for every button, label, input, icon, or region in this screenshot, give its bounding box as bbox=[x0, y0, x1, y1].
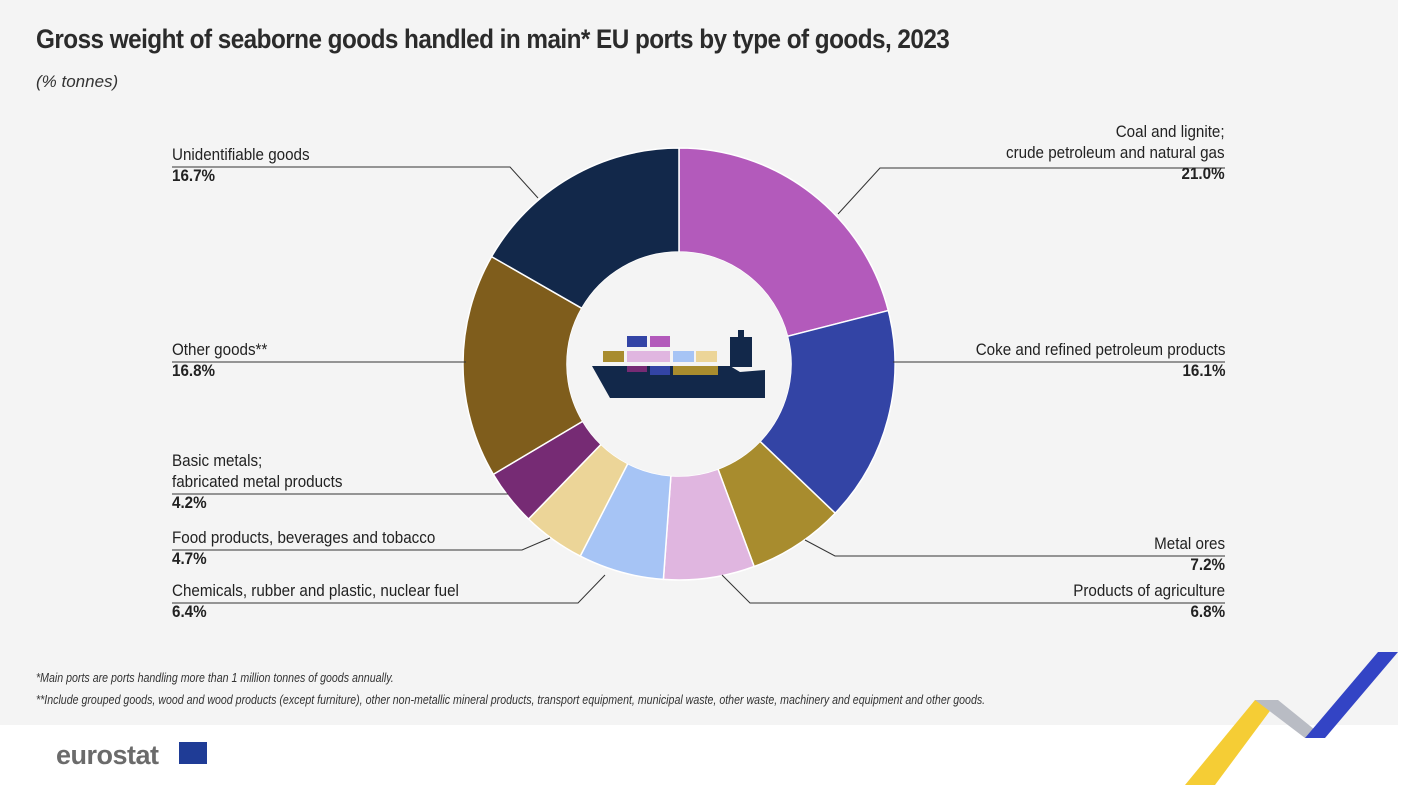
slice-label-text: Products of agriculture bbox=[1073, 582, 1225, 600]
slice-value: 4.2% bbox=[172, 494, 207, 512]
leader-line bbox=[837, 167, 1225, 215]
slice-label: Basic metals; fabricated metal products 4.… bbox=[172, 451, 342, 514]
eurostat-logo: eurostat bbox=[56, 740, 159, 770]
slice-label: Chemicals, rubber and plastic, nuclear f… bbox=[172, 581, 459, 623]
donut-hole bbox=[567, 252, 791, 476]
slice-label: Food products, beverages and tobacco 4.7% bbox=[172, 528, 435, 570]
leader-line bbox=[172, 166, 539, 199]
slice-label: Coke and refined petroleum products 16.1% bbox=[975, 340, 1225, 382]
slice-label-text: Coke and refined petroleum products bbox=[975, 341, 1225, 359]
leader-line bbox=[172, 537, 551, 551]
ship-icon bbox=[592, 330, 765, 398]
slice-label: Coal and lignite; crude petroleum and nat… bbox=[1006, 122, 1225, 185]
slice-label-text: Coal and lignite; bbox=[1116, 123, 1225, 141]
slice-label: Other goods** 16.8% bbox=[172, 340, 267, 382]
leader-line bbox=[721, 574, 1225, 604]
leader-line bbox=[804, 539, 1225, 557]
slice-value: 6.4% bbox=[172, 603, 207, 621]
slice-value: 4.7% bbox=[172, 550, 207, 568]
slice-label-text: Other goods** bbox=[172, 341, 268, 359]
slice-value: 16.8% bbox=[172, 362, 216, 380]
slice-label-text: Basic metals; bbox=[172, 452, 263, 470]
slice-label: Metal ores 7.2% bbox=[1154, 534, 1225, 576]
slice-label-text: Metal ores bbox=[1154, 535, 1225, 553]
footnote-2: **Include grouped goods, wood and wood p… bbox=[36, 693, 986, 707]
slice-value: 16.1% bbox=[1181, 362, 1225, 380]
slice-value: 21.0% bbox=[1181, 165, 1225, 183]
slice-label-text: Unidentifiable goods bbox=[172, 146, 310, 164]
footnote-1: *Main ports are ports handling more than… bbox=[36, 671, 394, 685]
slice-label-text: fabricated metal products bbox=[172, 473, 343, 491]
slice-value: 6.8% bbox=[1190, 603, 1225, 621]
slice-label: Unidentifiable goods 16.7% bbox=[172, 145, 310, 187]
slice-label-text: Chemicals, rubber and plastic, nuclear f… bbox=[172, 582, 459, 600]
chart-subtitle: (% tonnes) bbox=[36, 72, 119, 91]
chart-title: Gross weight of seaborne goods handled i… bbox=[36, 24, 950, 54]
leader-line bbox=[172, 574, 606, 604]
slice-value: 7.2% bbox=[1190, 556, 1225, 574]
slice-label-text: crude petroleum and natural gas bbox=[1006, 144, 1225, 162]
slice-value: 16.7% bbox=[172, 167, 216, 185]
eu-flag-icon bbox=[179, 742, 207, 764]
slice-label-text: Food products, beverages and tobacco bbox=[172, 529, 436, 547]
slice-label: Products of agriculture 6.8% bbox=[1073, 581, 1225, 623]
